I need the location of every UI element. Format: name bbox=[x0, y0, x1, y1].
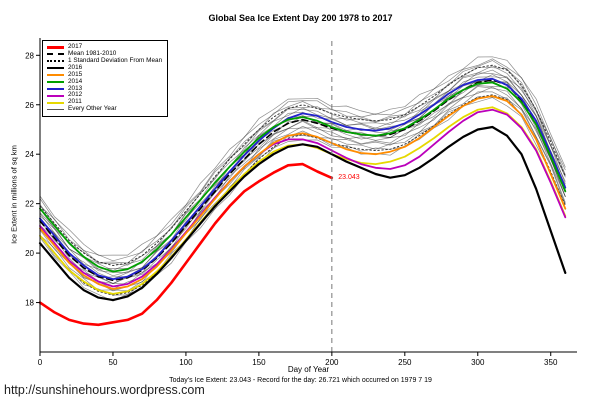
ice-extent-annotation: 23.043 bbox=[338, 174, 360, 181]
legend-swatch bbox=[47, 74, 64, 76]
legend-item: 1 Standard Deviation From Mean bbox=[47, 57, 163, 65]
x-tick-label: 350 bbox=[544, 358, 558, 367]
every-other-year-line bbox=[39, 91, 566, 292]
legend-item: 2016 bbox=[47, 63, 162, 72]
legend-swatch bbox=[47, 101, 64, 104]
legend-item: 2013 bbox=[47, 85, 162, 92]
legend-label: 2011 bbox=[68, 98, 82, 106]
every-other-year-line bbox=[39, 58, 566, 262]
series-2016 bbox=[38, 125, 567, 302]
x-tick-label: 50 bbox=[109, 358, 118, 367]
y-tick-label: 28 bbox=[25, 51, 34, 60]
series-2013 bbox=[39, 77, 567, 281]
y-tick-label: 22 bbox=[25, 200, 34, 209]
y-tick-label: 20 bbox=[25, 249, 34, 258]
legend-item: 2012 bbox=[47, 92, 162, 99]
legend-item: Mean 1981-2010 bbox=[47, 50, 162, 58]
chart-title: Global Sea Ice Extent Day 200 1978 to 20… bbox=[208, 13, 393, 23]
y-axis-label: Ice Extent in millions of sq km bbox=[9, 145, 19, 244]
y-tick-label: 24 bbox=[25, 150, 34, 159]
chart-footnote: Today's Ice Extent: 23.043 - Record for … bbox=[169, 377, 432, 384]
every-other-year-line bbox=[39, 56, 566, 256]
legend-label: 2016 bbox=[68, 63, 83, 71]
x-tick-label: 300 bbox=[471, 358, 485, 367]
legend-swatch bbox=[47, 80, 64, 83]
series-2014 bbox=[39, 81, 567, 273]
legend-item: 2014 bbox=[47, 78, 162, 85]
legend-item: Every Other Year bbox=[47, 105, 162, 113]
legend-label: Mean 1981-2010 bbox=[68, 50, 117, 58]
legend-swatch bbox=[47, 108, 64, 110]
mean-line bbox=[39, 79, 567, 282]
legend-item: 2015 bbox=[47, 70, 162, 79]
legend-label: Every Other Year bbox=[68, 105, 117, 113]
series-2015 bbox=[39, 95, 567, 290]
legend-label: 2013 bbox=[68, 84, 83, 92]
legend-box: 2017 Mean 1981-2010 1 Standard Deviation F… bbox=[42, 40, 169, 117]
y-tick-label: 26 bbox=[25, 101, 34, 110]
legend-swatch bbox=[47, 94, 64, 97]
every-other-year-line bbox=[39, 66, 566, 266]
std-dev-line bbox=[39, 94, 566, 296]
series-2012 bbox=[39, 108, 567, 288]
legend-item: 2011 bbox=[47, 98, 162, 106]
source-url: http://sunshinehours.wordpress.com bbox=[4, 383, 205, 397]
legend-item: 2017 bbox=[47, 43, 162, 51]
legend-label: 2014 bbox=[68, 77, 83, 85]
x-tick-label: 250 bbox=[398, 358, 412, 367]
legend-swatch bbox=[47, 87, 64, 90]
legend-label: 2015 bbox=[68, 70, 83, 78]
x-tick-label: 100 bbox=[179, 358, 193, 367]
x-tick-label: 200 bbox=[325, 358, 339, 367]
every-other-year-line bbox=[39, 86, 566, 290]
legend-swatch bbox=[47, 67, 64, 70]
every-other-year-line bbox=[39, 96, 566, 296]
y-tick-label: 18 bbox=[25, 299, 34, 308]
legend-swatch bbox=[47, 45, 64, 49]
legend-label: 1 Standard Deviation From Mean bbox=[68, 57, 163, 65]
x-tick-label: 0 bbox=[38, 358, 43, 367]
legend-swatch bbox=[47, 60, 64, 63]
legend-swatch bbox=[47, 53, 64, 56]
legend-label: 2017 bbox=[68, 43, 83, 51]
x-tick-label: 150 bbox=[252, 358, 266, 367]
every-other-year-line bbox=[39, 60, 566, 264]
x-axis-label: Day of Year bbox=[287, 365, 330, 374]
series-2017 bbox=[38, 162, 334, 327]
legend-label: 2012 bbox=[68, 91, 83, 99]
